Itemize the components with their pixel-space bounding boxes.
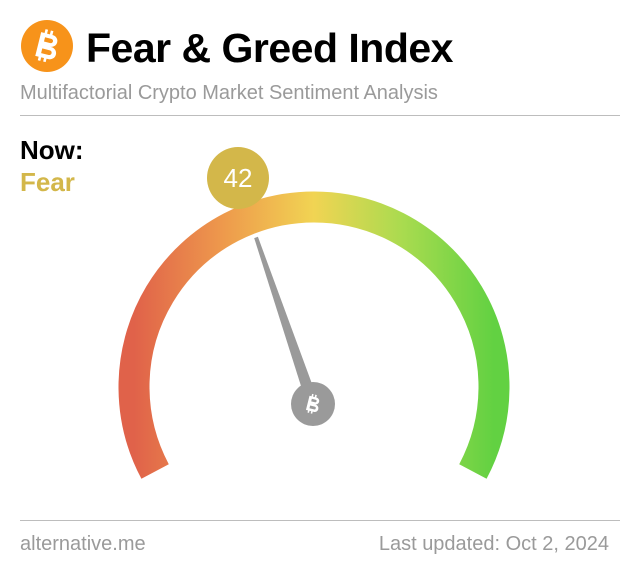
page-subtitle: Multifactorial Crypto Market Sentiment A…: [20, 82, 438, 104]
bitcoin-logo: [21, 20, 73, 72]
header-divider: [20, 115, 620, 116]
page-title: Fear & Greed Index: [86, 25, 453, 71]
index-value: 42: [224, 163, 253, 193]
sentiment-gauge: 42: [118, 147, 510, 479]
bitcoin-icon: [305, 393, 320, 414]
footer-divider: [20, 520, 620, 521]
gauge-needle: [254, 236, 319, 406]
source-link[interactable]: alternative.me: [20, 533, 146, 555]
now-label: Now:: [20, 135, 84, 165]
value-badge: 42: [207, 147, 269, 209]
bitcoin-icon: [35, 29, 58, 63]
gauge-arc: [118, 191, 510, 479]
sentiment-classification: Fear: [20, 167, 75, 197]
last-updated: Last updated: Oct 2, 2024: [378, 533, 609, 555]
needle-hub: [291, 382, 335, 426]
